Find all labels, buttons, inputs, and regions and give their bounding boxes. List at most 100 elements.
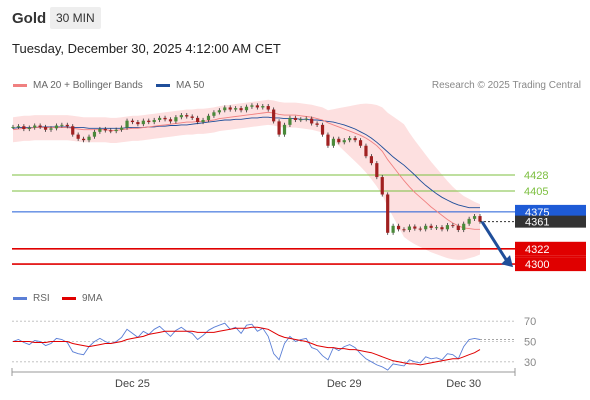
legend-ma20: MA 20 + Bollinger Bands (13, 80, 143, 91)
candle-body (353, 138, 357, 141)
x-tick-label: Dec 25 (115, 378, 150, 390)
candle-body (386, 194, 390, 233)
candle-body (109, 130, 113, 132)
candle-body (261, 106, 265, 108)
candle-body (158, 117, 162, 120)
candle-body (125, 120, 129, 128)
candle-body (320, 124, 325, 135)
candle-body (364, 145, 368, 157)
candle-body (87, 136, 91, 141)
candle-body (462, 223, 466, 230)
candle-body (337, 138, 341, 143)
candle-body (467, 218, 471, 224)
level-tag-4300 (515, 257, 586, 272)
ma9-swatch (62, 297, 76, 300)
candle-body (299, 119, 303, 121)
candle-body (130, 120, 135, 123)
candle-body (65, 124, 69, 127)
candle-body (277, 121, 281, 135)
candle-body (375, 163, 379, 178)
candle-body (141, 120, 145, 125)
candle-body (92, 131, 97, 137)
candle-body (27, 127, 31, 130)
candle-body (76, 134, 80, 139)
rsi-swatch (13, 297, 27, 300)
candle-body (49, 128, 53, 130)
candle-body (456, 225, 460, 230)
candle-body (43, 126, 48, 130)
legend-ma50-label: MA 50 (176, 80, 205, 91)
x-tick-label: Dec 30 (446, 378, 481, 390)
candle-body (396, 225, 401, 230)
candle-body (451, 225, 455, 227)
level-tag-4322 (515, 241, 586, 256)
support-box-fill (515, 255, 586, 258)
candle-body (440, 227, 444, 230)
level-label-4428: 4428 (524, 170, 548, 182)
level-tag-4375 (515, 204, 586, 219)
chart-datetime: Tuesday, December 30, 2025 4:12:00 AM CE… (12, 41, 281, 56)
candle-body (33, 125, 37, 128)
candle-body (429, 225, 433, 228)
candle-body (54, 125, 59, 129)
candle-body (98, 129, 102, 132)
candle-body (304, 118, 308, 120)
candle-body (413, 226, 417, 229)
candle-body (358, 140, 363, 146)
x-tick-label: Dec 29 (327, 378, 362, 390)
legend-rsi-label: RSI (33, 293, 50, 304)
candle-body (472, 216, 477, 219)
candle-body (239, 108, 243, 111)
candle-body (147, 120, 151, 123)
candle-body (168, 119, 173, 122)
ma50-swatch (156, 84, 170, 87)
forecast-arrow-head (501, 255, 513, 268)
candle-body (22, 126, 26, 130)
candle-body (185, 115, 189, 117)
candle-body (331, 138, 335, 146)
candle-body (120, 127, 124, 130)
candle-body (402, 229, 406, 231)
candle-body (369, 156, 373, 164)
candle-body (315, 123, 319, 125)
legend-ma50: MA 50 (156, 80, 204, 91)
candle-body (434, 227, 439, 229)
candle-body (81, 138, 86, 141)
forecast-arrow-shaft (480, 220, 509, 262)
candle-body (478, 216, 482, 222)
ma20-swatch (13, 84, 27, 87)
ma50-line (12, 116, 480, 209)
candle-body (326, 134, 330, 146)
ma9-line (13, 326, 481, 366)
legend-ma9: 9MA (62, 293, 103, 304)
bollinger-band (13, 99, 480, 260)
rsi-tick-label: 30 (524, 357, 536, 369)
legend-rsi: RSI (13, 293, 50, 304)
rsi-tick-label: 70 (524, 316, 536, 328)
candle-body (310, 118, 314, 124)
candle-body (244, 106, 249, 111)
candle-body (103, 129, 107, 131)
candle-body (136, 122, 140, 125)
timeframe-badge[interactable]: 30 MIN (50, 7, 101, 29)
candle-body (206, 115, 211, 120)
candle-body (201, 119, 205, 123)
level-label-4300: 4300 (525, 259, 549, 271)
candle-body (190, 116, 194, 118)
research-credit: Research © 2025 Trading Central (431, 80, 581, 91)
candle-body (179, 115, 183, 118)
candle-body (60, 124, 64, 126)
level-label-4322: 4322 (525, 244, 549, 256)
candle-body (380, 177, 384, 195)
candle-body (418, 228, 422, 230)
candle-body (71, 126, 75, 135)
candle-body (217, 110, 221, 113)
legend-ma20-label: MA 20 + Bollinger Bands (33, 80, 143, 91)
candle-body (282, 124, 287, 135)
candle-body (11, 126, 15, 128)
last-price-tag (515, 215, 586, 228)
candle-body (228, 107, 232, 110)
candle-body (293, 117, 297, 120)
candle-body (342, 140, 346, 143)
